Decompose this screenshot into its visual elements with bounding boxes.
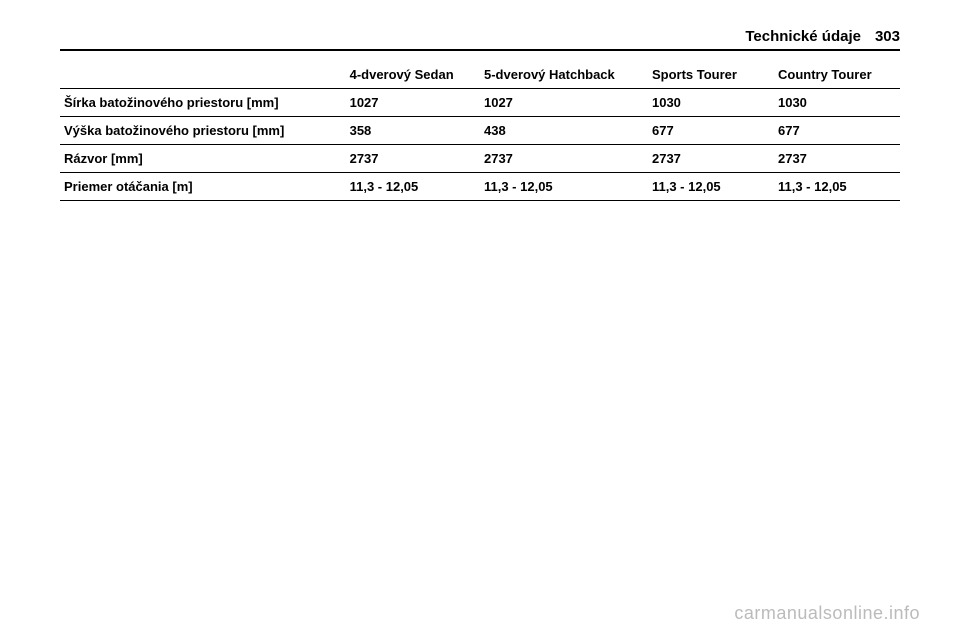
cell-value: 1027 [346,89,480,117]
cell-value: 11,3 - 12,05 [774,173,900,201]
cell-label: Rázvor [mm] [60,145,346,173]
watermark-text: carmanualsonline.info [734,603,920,624]
cell-value: 1030 [648,89,774,117]
table-row: Rázvor [mm] 2737 2737 2737 2737 [60,145,900,173]
col-header-country-tourer: Country Tourer [774,61,900,89]
table-row: Priemer otáčania [m] 11,3 - 12,05 11,3 -… [60,173,900,201]
table-row: Výška batožinového priestoru [mm] 358 43… [60,117,900,145]
cell-value: 358 [346,117,480,145]
cell-value: 11,3 - 12,05 [346,173,480,201]
table-row: Šírka batožinového priestoru [mm] 1027 1… [60,89,900,117]
col-header-sedan: 4-dverový Sedan [346,61,480,89]
table-header-row: 4-dverový Sedan 5-dverový Hatchback Spor… [60,61,900,89]
cell-label: Šírka batožinového priestoru [mm] [60,89,346,117]
cell-value: 2737 [774,145,900,173]
cell-value: 11,3 - 12,05 [480,173,648,201]
header-page-number: 303 [875,28,900,45]
cell-value: 2737 [648,145,774,173]
cell-value: 1030 [774,89,900,117]
cell-value: 438 [480,117,648,145]
cell-label: Priemer otáčania [m] [60,173,346,201]
col-header-hatchback: 5-dverový Hatchback [480,61,648,89]
cell-value: 1027 [480,89,648,117]
cell-value: 2737 [346,145,480,173]
cell-value: 677 [774,117,900,145]
col-header-sports-tourer: Sports Tourer [648,61,774,89]
cell-value: 2737 [480,145,648,173]
specs-table: 4-dverový Sedan 5-dverový Hatchback Spor… [60,61,900,201]
cell-label: Výška batožinového priestoru [mm] [60,117,346,145]
cell-value: 11,3 - 12,05 [648,173,774,201]
col-header-label [60,61,346,89]
header-title: Technické údaje [745,28,861,45]
page-header: Technické údaje 303 [60,28,900,51]
cell-value: 677 [648,117,774,145]
page-container: Technické údaje 303 4-dverový Sedan 5-dv… [0,0,960,221]
